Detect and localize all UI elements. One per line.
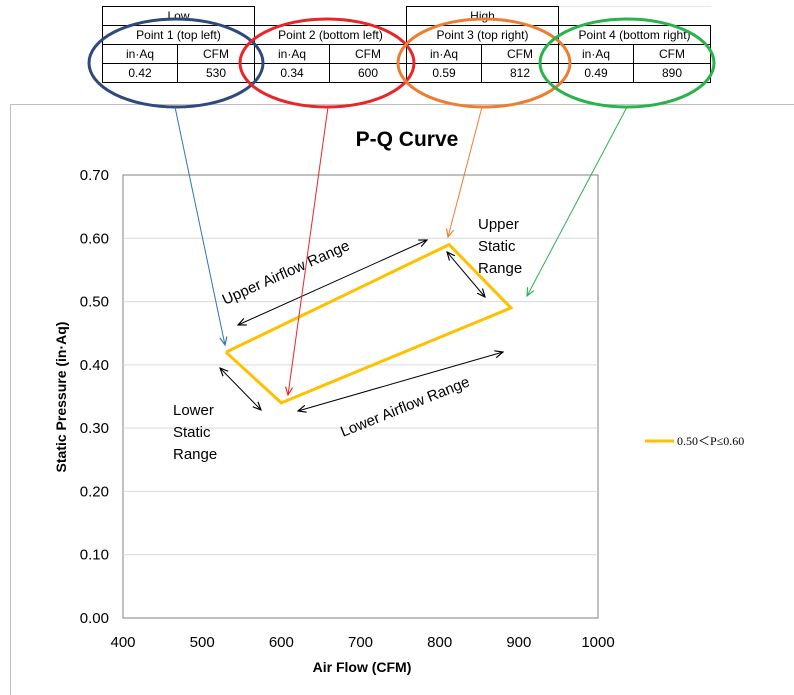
point1-callout-arrow xyxy=(174,106,225,345)
unit-cfm: CFM xyxy=(329,44,407,64)
chart-frame xyxy=(10,104,794,695)
point4-flow: 890 xyxy=(633,63,711,83)
x-tick-labels: 400 500 600 700 800 900 1000 xyxy=(110,634,614,651)
lower-static-range-line2: Static xyxy=(173,424,211,441)
point3-pressure: 0.59 xyxy=(406,63,482,83)
x-tick-label: 900 xyxy=(506,634,531,651)
y-tick-label: 0.10 xyxy=(80,547,109,564)
upper-airflow-range-arrow xyxy=(238,240,427,325)
upper-static-range-line3: Range xyxy=(478,260,522,277)
lower-static-range-arrow xyxy=(220,368,261,410)
upper-static-range-arrow xyxy=(447,252,485,297)
y-axis-title: Static Pressure (in·Aq) xyxy=(53,322,69,473)
y-tick-label: 0.20 xyxy=(80,483,109,500)
x-tick-label: 400 xyxy=(110,634,135,651)
point1-pressure: 0.42 xyxy=(102,63,178,83)
point3-highlight-ellipse xyxy=(396,17,572,109)
point4-highlight-ellipse xyxy=(538,17,716,109)
y-tick-label: 0.30 xyxy=(80,420,109,437)
y-tick-labels: 0.00 0.10 0.20 0.30 0.40 0.50 0.60 0.70 xyxy=(80,167,109,627)
y-tick-label: 0.60 xyxy=(80,230,109,247)
lower-static-range-line3: Range xyxy=(173,446,217,463)
point1-flow: 530 xyxy=(177,63,255,83)
x-axis-title: Air Flow (CFM) xyxy=(313,659,412,675)
point3-callout-arrow xyxy=(448,106,483,237)
point2-flow: 600 xyxy=(329,63,407,83)
point2-callout-arrow xyxy=(288,106,329,395)
points-table: Low High Point 1 (top left) Point 2 (bot… xyxy=(102,6,711,83)
legend-label: 0.50＜P≤0.60 xyxy=(677,434,744,448)
upper-static-range-line1: Upper xyxy=(478,216,519,233)
point4-callout-arrow xyxy=(527,106,628,296)
lower-static-range-line1: Lower xyxy=(173,402,214,419)
y-tick-label: 0.50 xyxy=(80,294,109,311)
plot-area xyxy=(122,174,599,619)
lower-airflow-range-arrow xyxy=(298,352,503,411)
y-tick-label: 0.40 xyxy=(80,357,109,374)
y-tick-label: 0.70 xyxy=(80,167,109,184)
x-tick-label: 500 xyxy=(190,634,215,651)
x-tick-label: 600 xyxy=(269,634,294,651)
chart-title: P-Q Curve xyxy=(356,128,459,151)
point1-highlight-ellipse xyxy=(87,17,265,109)
upper-static-range-line2: Static xyxy=(478,238,516,255)
point4-pressure: 0.49 xyxy=(558,63,634,83)
unit-inaq: in·Aq xyxy=(406,44,482,64)
unit-cfm: CFM xyxy=(177,44,255,64)
x-tick-label: 1000 xyxy=(581,634,614,651)
point2-pressure: 0.34 xyxy=(254,63,330,83)
point3-name: Point 3 (top right) xyxy=(406,25,559,45)
y-tick-label: 0.00 xyxy=(80,610,109,627)
x-tick-label: 700 xyxy=(348,634,373,651)
x-tick-label: 800 xyxy=(427,634,452,651)
point2-highlight-ellipse xyxy=(238,17,416,109)
